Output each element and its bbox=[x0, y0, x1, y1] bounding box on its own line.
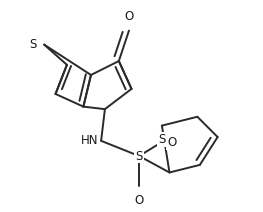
Text: HN: HN bbox=[81, 134, 99, 147]
Text: O: O bbox=[134, 194, 144, 207]
Text: S: S bbox=[135, 149, 143, 163]
Text: O: O bbox=[124, 10, 134, 23]
Text: S: S bbox=[29, 38, 37, 51]
Text: O: O bbox=[167, 136, 176, 149]
Text: S: S bbox=[158, 133, 166, 146]
